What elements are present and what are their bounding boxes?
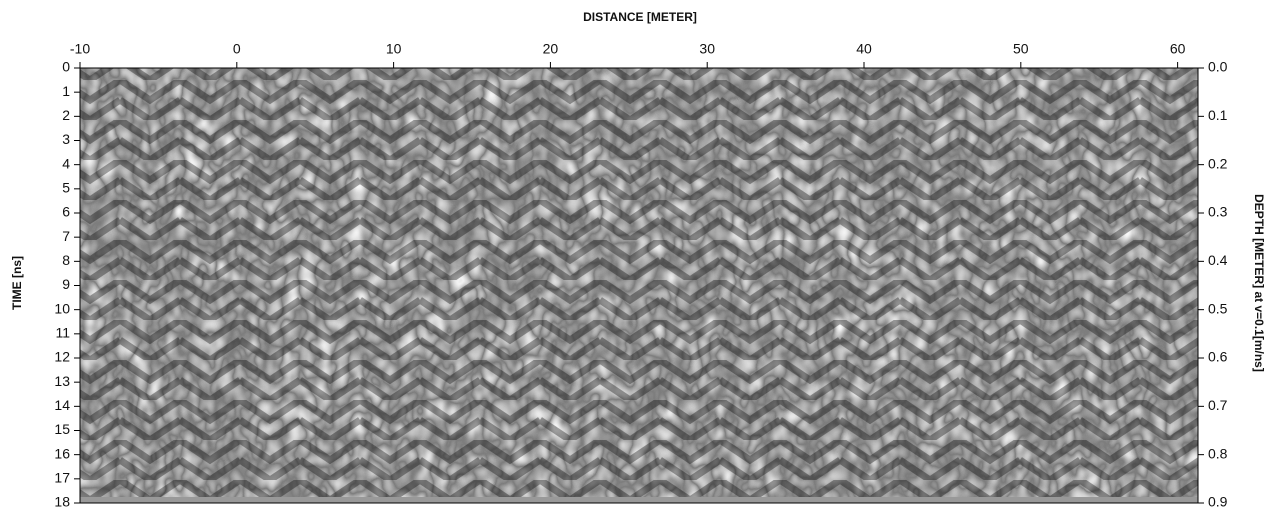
x-tick-label: 60 — [1170, 41, 1186, 57]
y2-tick-label: 0.2 — [1208, 155, 1228, 171]
y-tick-label: 3 — [62, 131, 70, 147]
y-tick-label: 14 — [54, 397, 70, 413]
y2-tick-label: 0.4 — [1208, 252, 1228, 268]
y2-tick-label: 0.7 — [1208, 397, 1228, 413]
y-tick-label: 11 — [55, 325, 70, 341]
y-tick-label: 15 — [54, 421, 70, 437]
y-tick-label: 13 — [54, 373, 70, 389]
y-tick-label: 18 — [54, 494, 70, 510]
x-tick-label: 20 — [543, 41, 559, 57]
x-tick-label: 10 — [386, 41, 402, 57]
x-tick-label: 50 — [1013, 41, 1029, 57]
y2-axis-title: DEPTH [METER] at v=0.1[m/ns] — [1252, 194, 1266, 372]
y-tick-label: 7 — [62, 228, 70, 244]
y-axis-title: TIME [ns] — [10, 256, 24, 310]
bottom-band — [80, 497, 1198, 503]
y-tick-label: 12 — [54, 349, 70, 365]
y-tick-label: 4 — [62, 155, 70, 171]
x-axis-title: DISTANCE [METER] — [583, 10, 697, 24]
y-tick-label: 0 — [62, 59, 70, 75]
y2-tick-label: 0.5 — [1208, 300, 1228, 316]
y2-tick-label: 0.3 — [1208, 204, 1228, 220]
x-tick-label: -10 — [70, 41, 90, 57]
y-tick-label: 8 — [62, 252, 70, 268]
x-tick-label: 30 — [699, 41, 715, 57]
y2-tick-label: 0.8 — [1208, 445, 1228, 461]
y2-tick-label: 0.9 — [1208, 494, 1228, 510]
y-tick-label: 17 — [54, 470, 70, 486]
x-tick-label: 0 — [233, 41, 241, 57]
y2-tick-label: 0.0 — [1208, 59, 1228, 75]
radargram-texture — [80, 68, 1198, 503]
x-tick-label: 40 — [856, 41, 872, 57]
y-tick-label: 5 — [62, 180, 70, 196]
y2-tick-label: 0.6 — [1208, 349, 1228, 365]
y-tick-label: 1 — [62, 83, 70, 99]
y-tick-label: 16 — [54, 445, 70, 461]
y-tick-label: 6 — [62, 204, 70, 220]
y2-tick-label: 0.1 — [1208, 107, 1228, 123]
y-tick-label: 9 — [62, 276, 70, 292]
y-tick-label: 2 — [62, 107, 70, 123]
y-tick-label: 10 — [54, 300, 70, 316]
